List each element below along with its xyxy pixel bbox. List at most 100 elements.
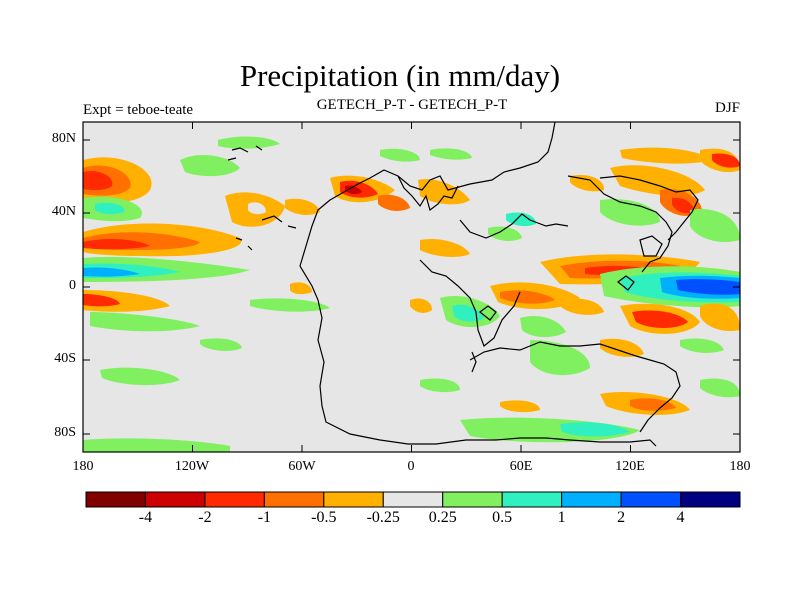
lat-tick-label: 40S bbox=[54, 351, 76, 366]
colorbar-label: -2 bbox=[198, 509, 212, 526]
lon-tick-label: 120E bbox=[615, 459, 645, 474]
anomaly-patch bbox=[676, 279, 740, 295]
coastline-islands bbox=[227, 145, 263, 251]
anomaly-patch bbox=[248, 202, 266, 215]
season-label: DJF bbox=[714, 100, 740, 116]
anomaly-patch bbox=[380, 148, 420, 162]
coastline-europe bbox=[459, 213, 569, 239]
coastlines bbox=[227, 122, 699, 447]
colorbar-swatch bbox=[204, 491, 265, 508]
colorbar-label: -0.25 bbox=[366, 509, 400, 526]
colorbar-label: -4 bbox=[138, 509, 153, 526]
lon-tick-label: 60E bbox=[509, 459, 533, 474]
anomaly-patch bbox=[420, 378, 460, 393]
lon-tick-label: 0 bbox=[407, 459, 415, 474]
anomaly-patch bbox=[560, 298, 604, 315]
anomaly-patch bbox=[520, 315, 566, 338]
anomaly-patch bbox=[680, 338, 724, 353]
coastline-america bbox=[299, 122, 657, 447]
anomaly-patch bbox=[345, 185, 362, 195]
coastline-north-atlantic bbox=[397, 175, 459, 212]
colorbar-label: 0.25 bbox=[428, 509, 457, 526]
anomaly-patch bbox=[500, 290, 555, 304]
colorbar-label: 4 bbox=[676, 509, 685, 526]
anomaly-patch bbox=[672, 197, 695, 214]
anomaly-patch bbox=[630, 398, 676, 411]
colorbar bbox=[85, 491, 741, 508]
colorbar-swatch bbox=[561, 491, 622, 508]
lat-tick-label: 0 bbox=[69, 278, 76, 293]
coastline-islands bbox=[471, 351, 477, 373]
lat-tick-label: 40N bbox=[51, 204, 76, 219]
anomaly-patch bbox=[620, 147, 712, 164]
precipitation-anomaly-field bbox=[83, 136, 740, 452]
colorbar-swatch bbox=[85, 491, 146, 508]
coastline-islands bbox=[261, 215, 297, 229]
colorbar-swatch bbox=[442, 491, 503, 508]
anomaly-patch bbox=[83, 438, 230, 452]
anomaly-patch bbox=[700, 378, 740, 398]
coastline-islands bbox=[639, 235, 663, 257]
anomaly-patch bbox=[200, 338, 242, 351]
colorbar-swatch bbox=[263, 491, 325, 508]
anomaly-patch bbox=[250, 298, 330, 312]
coastline-southern bbox=[469, 341, 681, 433]
anomaly-patch bbox=[560, 422, 630, 437]
anomaly-patch bbox=[83, 239, 150, 250]
anomaly-patch bbox=[410, 298, 432, 313]
anomaly-patch bbox=[420, 238, 470, 257]
colorbar-swatch bbox=[144, 491, 206, 508]
coastline-islands bbox=[479, 305, 497, 321]
colorbar-label: -1 bbox=[257, 509, 272, 526]
anomaly-patch bbox=[218, 136, 280, 149]
anomaly-patch bbox=[632, 310, 688, 328]
lon-tick-label: 120W bbox=[174, 459, 210, 474]
anomaly-patch bbox=[530, 340, 590, 376]
lat-tick-label: 80N bbox=[51, 131, 76, 146]
anomaly-patch bbox=[83, 170, 113, 191]
anomaly-patch bbox=[90, 312, 200, 332]
plot-title: Precipitation (in mm/day) bbox=[239, 58, 561, 93]
dataset-label: GETECH_P-T - GETECH_P-T bbox=[316, 97, 508, 113]
anomaly-patch bbox=[378, 194, 410, 211]
colorbar-label: 1 bbox=[557, 509, 566, 526]
anomaly-patch bbox=[570, 174, 605, 192]
anomaly-patch bbox=[83, 267, 140, 277]
colorbar-swatch bbox=[501, 491, 563, 508]
anomaly-patch bbox=[285, 198, 320, 215]
lon-tick-label: 180 bbox=[729, 459, 751, 474]
anomaly-patch bbox=[600, 199, 660, 226]
anomaly-patch bbox=[290, 282, 312, 295]
anomaly-patch bbox=[430, 148, 472, 160]
coastline-islands bbox=[617, 275, 635, 291]
anomaly-patch bbox=[83, 294, 120, 307]
anomaly-patch bbox=[610, 165, 705, 196]
anomaly-patch bbox=[600, 338, 644, 357]
anomaly-patch bbox=[500, 400, 540, 413]
colorbar-swatch bbox=[382, 491, 444, 508]
colorbar-label: -0.5 bbox=[311, 509, 337, 526]
anomaly-patch bbox=[700, 303, 740, 332]
lon-tick-label: 60W bbox=[288, 459, 316, 474]
coastline-africa bbox=[419, 259, 521, 347]
anomaly-patch bbox=[83, 290, 170, 312]
colorbar-swatch bbox=[620, 491, 682, 508]
colorbar-swatch bbox=[680, 491, 741, 508]
anomaly-patch bbox=[95, 202, 125, 215]
anomaly-patch bbox=[712, 153, 740, 168]
anomaly-patch bbox=[488, 226, 522, 241]
colorbar-swatch bbox=[323, 491, 384, 508]
experiment-label: Expt = teboe-teate bbox=[83, 102, 194, 118]
coastline-asia bbox=[567, 175, 673, 273]
colorbar-label: 0.5 bbox=[492, 509, 513, 526]
anomaly-patch bbox=[690, 209, 740, 243]
lon-tick-label: 180 bbox=[72, 459, 94, 474]
anomaly-patch bbox=[100, 367, 180, 386]
anomaly-patch bbox=[180, 154, 240, 177]
anomaly-patch bbox=[418, 179, 470, 205]
axis-ticks bbox=[82, 122, 741, 452]
colorbar-label: 2 bbox=[617, 509, 626, 526]
coastline-east-asia bbox=[599, 175, 699, 241]
lat-tick-label: 80S bbox=[54, 425, 76, 440]
